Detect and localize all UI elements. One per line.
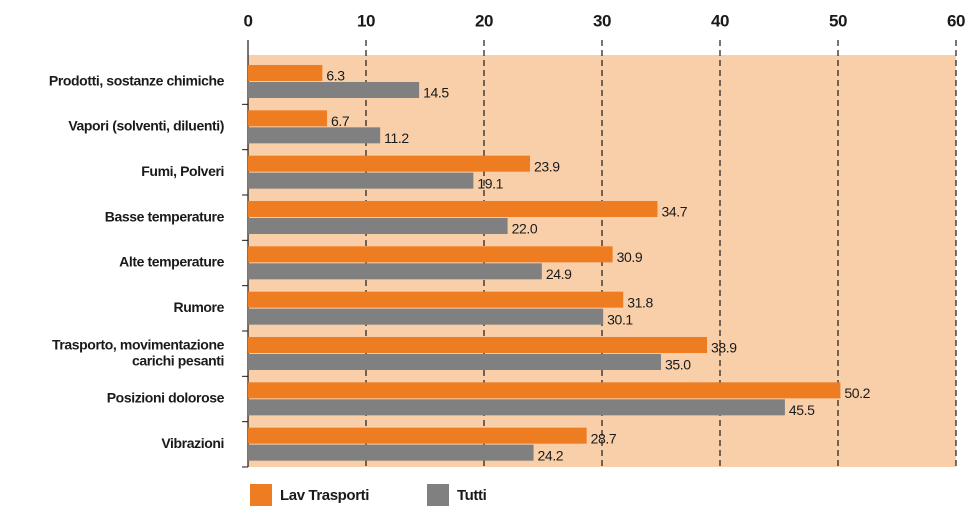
- value-label: 50.2: [844, 385, 870, 401]
- bar: [248, 65, 323, 81]
- x-tick-label: 0: [243, 11, 252, 30]
- value-label: 31.8: [627, 294, 653, 310]
- y-tick-label: Alte temperature: [119, 254, 224, 270]
- x-tick-label: 30: [593, 11, 611, 30]
- x-tick-label: 50: [829, 11, 847, 30]
- value-label: 45.5: [789, 402, 815, 418]
- value-label: 6.7: [331, 113, 350, 129]
- value-label: 38.9: [711, 340, 737, 356]
- value-label: 35.0: [665, 357, 691, 373]
- value-label: 30.1: [607, 311, 633, 327]
- y-tick-label: Fumi, Polveri: [141, 163, 224, 179]
- legend-label: Tutti: [457, 487, 487, 504]
- bar: [248, 127, 381, 144]
- y-tick-label: Vibrazioni: [161, 435, 224, 451]
- value-label: 34.7: [661, 204, 687, 220]
- bar: [248, 155, 531, 172]
- y-tick-label: Posizioni dolorose: [107, 390, 225, 406]
- value-label: 19.1: [477, 175, 503, 191]
- value-label: 14.5: [423, 85, 449, 101]
- bar: [248, 354, 661, 370]
- bar: [248, 172, 474, 189]
- x-tick-label: 40: [711, 11, 729, 30]
- value-label: 24.9: [546, 266, 572, 282]
- y-tick-label: Trasporto, movimentazione carichi pesanti: [52, 336, 225, 368]
- x-tick-label: 20: [475, 11, 493, 30]
- bar: [248, 201, 658, 217]
- bar: [248, 246, 613, 263]
- y-tick-label: Prodotti, sostanze chimiche: [49, 72, 225, 88]
- bar: [248, 382, 841, 399]
- bar: [248, 308, 604, 325]
- value-label: 28.7: [591, 430, 617, 446]
- bar: [248, 218, 508, 234]
- y-tick-label: Basse temperature: [105, 208, 225, 224]
- bar: [248, 291, 624, 308]
- bar: [248, 263, 542, 280]
- legend-swatch: [250, 484, 272, 506]
- legend-swatch: [427, 484, 449, 506]
- x-tick-label: 60: [947, 11, 965, 30]
- value-label: 22.0: [512, 221, 538, 237]
- bar: [248, 427, 587, 444]
- value-label: 6.3: [326, 68, 345, 84]
- bar: [248, 337, 708, 353]
- y-tick-label: Rumore: [174, 299, 225, 315]
- bar: [248, 82, 420, 98]
- bar: [248, 110, 328, 127]
- legend-label: Lav Trasporti: [280, 487, 369, 504]
- x-tick-label: 10: [357, 11, 375, 30]
- value-label: 11.2: [384, 130, 409, 146]
- bar: [248, 444, 534, 461]
- value-label: 30.9: [617, 249, 643, 265]
- bar: [248, 399, 785, 416]
- value-label: 23.9: [534, 158, 560, 174]
- value-label: 24.2: [538, 447, 564, 463]
- y-tick-label: Vapori (solventi, diluenti): [68, 118, 224, 134]
